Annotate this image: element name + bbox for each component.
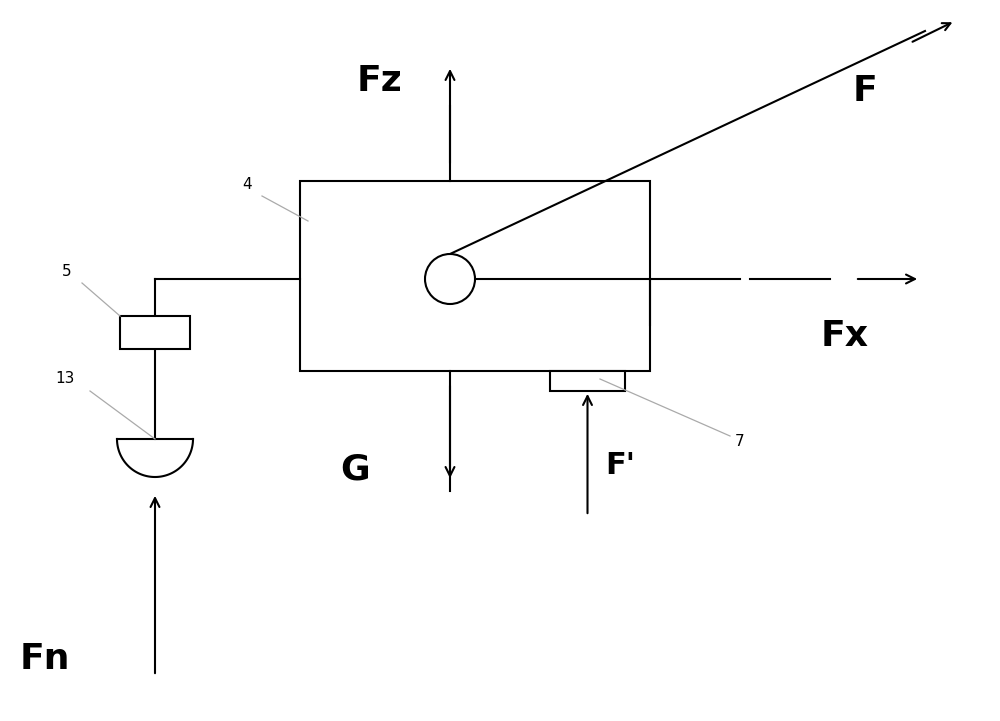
Text: 7: 7	[735, 434, 745, 449]
Text: G: G	[340, 452, 370, 486]
Text: Fz: Fz	[357, 64, 403, 98]
Bar	[550, 371, 625, 391]
Circle shape	[425, 254, 475, 304]
Text: 5: 5	[62, 264, 72, 279]
Bar	[120, 316, 190, 349]
Text: F': F'	[605, 451, 635, 480]
Text: F: F	[853, 74, 877, 108]
Text: 13: 13	[55, 371, 74, 386]
Text: Fx: Fx	[821, 319, 869, 353]
Text: Fn: Fn	[20, 642, 70, 676]
Text: 4: 4	[242, 177, 252, 192]
Bar	[300, 181, 650, 371]
